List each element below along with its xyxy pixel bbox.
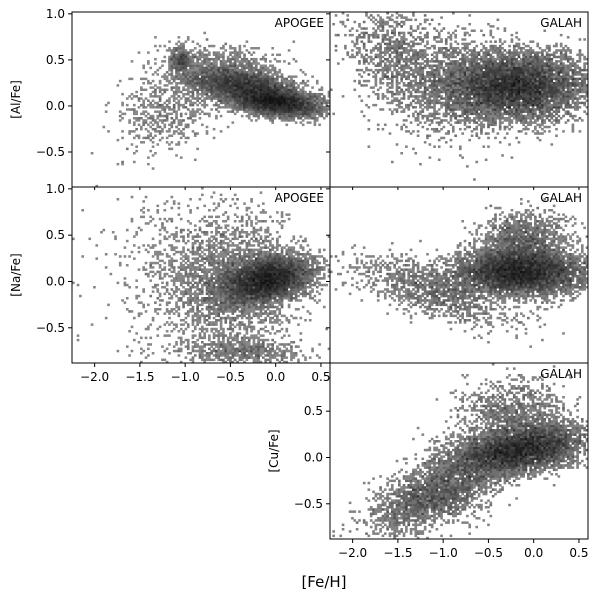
panel-frame — [329, 362, 589, 540]
y-axis-label: [Cu/Fe] — [267, 429, 281, 472]
y-tick-label: 1.0 — [46, 182, 65, 196]
panel-apogee-al: −0.5 0.0 0.5 1.0 APOGEE [Al/Fe] — [9, 7, 331, 190]
panel-galah-al: GALAH — [326, 11, 589, 190]
x-tick-label: 0.0 — [266, 370, 285, 384]
survey-label: APOGEE — [275, 16, 324, 30]
y-tick-label: 0.5 — [46, 53, 65, 67]
figure-xlabel: [Fe/H] — [301, 573, 346, 591]
survey-label: GALAH — [540, 367, 582, 381]
y-tick-label: 0.0 — [46, 99, 65, 113]
density-map — [330, 198, 588, 348]
x-tick-label: −0.5 — [474, 546, 503, 560]
y-tick-label: 1.0 — [46, 7, 65, 21]
density-map — [72, 187, 330, 363]
survey-label: GALAH — [540, 191, 582, 205]
x-tick-label: −1.5 — [125, 370, 154, 384]
y-axis-label: [Al/Fe] — [9, 80, 23, 119]
survey-label: GALAH — [540, 16, 582, 30]
x-tick-label: 0.0 — [524, 546, 543, 560]
panel-galah-na: GALAH — [326, 186, 589, 364]
x-tick-label: −2.0 — [338, 546, 367, 560]
y-tick-label: 0.5 — [46, 228, 65, 242]
y-tick-label: 0.0 — [304, 450, 323, 464]
x-tick-label: −1.0 — [171, 370, 200, 384]
x-tick-label: 0.5 — [311, 370, 330, 384]
x-tick-label: −1.0 — [429, 546, 458, 560]
density-map — [330, 12, 588, 181]
x-tick-label: −1.5 — [383, 546, 412, 560]
x-tick-label: 0.5 — [569, 546, 588, 560]
survey-label: APOGEE — [275, 191, 324, 205]
y-tick-label: −0.5 — [294, 497, 323, 511]
y-tick-label: −0.5 — [36, 145, 65, 159]
x-tick-label: −0.5 — [216, 370, 245, 384]
y-tick-label: 0.0 — [46, 274, 65, 288]
density-map — [90, 31, 330, 187]
x-tick-label: −2.0 — [80, 370, 109, 384]
y-axis-label: [Na/Fe] — [9, 253, 23, 296]
panel-galah-cu: −0.5 0.0 0.5 −2.0 −1.5 −1.0 −0.5 0.0 0.5 GALAH [Cu… — [267, 362, 589, 560]
density-map — [332, 363, 588, 539]
y-tick-label: −0.5 — [36, 321, 65, 335]
panel-apogee-na: −0.5 0.0 0.5 1.0 −2.0 −1.5 −1.0 −0.5 0.0 0.5 APOGE… — [9, 182, 331, 384]
y-tick-label: 0.5 — [304, 404, 323, 418]
